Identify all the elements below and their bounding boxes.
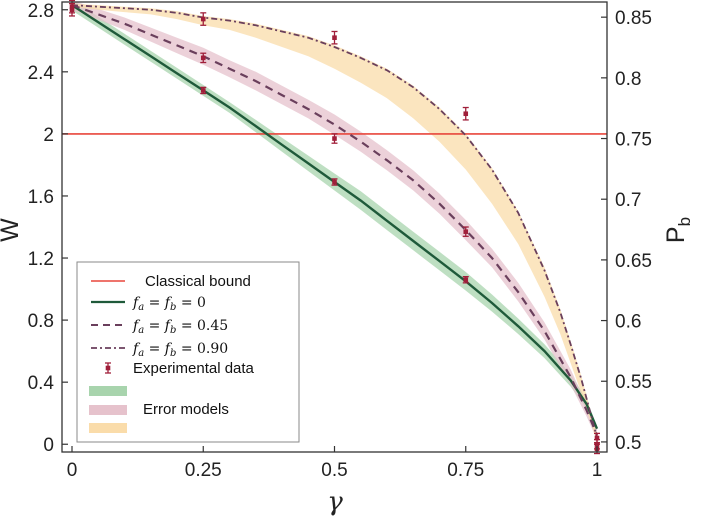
y-left-tick-label-7: 2.8 [28, 1, 54, 22]
x-tick-label-4: 1 [592, 460, 603, 481]
legend-label-classical-bound: Classical bound [145, 273, 251, 290]
y-axis-label-right: Pb [662, 217, 694, 243]
error-band-0 [72, 0, 597, 432]
legend-swatch-error-model-orange [89, 423, 127, 433]
x-tick-label-2: 0.5 [321, 460, 347, 481]
legend-swatch-error-model-pink [89, 405, 127, 415]
data-point-4 [200, 88, 206, 93]
y-left-tick-label-5: 2 [43, 125, 54, 146]
y-axis-label-right-main: P [662, 226, 690, 243]
y-right-tick-label-0: 0.5 [615, 433, 641, 454]
data-point-1 [69, 7, 75, 13]
y-axis-label-right-sub: b [675, 217, 694, 226]
x-tick-label-0: 0 [67, 460, 78, 481]
data-point-9 [463, 229, 469, 234]
x-axis-label: γ [327, 487, 343, 517]
y-right-tick-label-6: 0.8 [615, 69, 641, 90]
x-tick-label-1: 0.25 [185, 460, 222, 481]
y-right-tick-label-5: 0.75 [615, 130, 652, 151]
series-line-2 [71, 4, 598, 439]
y-left-tick-label-4: 1.6 [28, 187, 54, 208]
legend-label-fa-fb-0: fa = fb = 0 [132, 295, 206, 313]
data-point-5 [332, 35, 337, 40]
legend-label-fa-fb-045: fa = fb = 0.45 [132, 318, 228, 336]
series-line-1 [71, 4, 599, 436]
data-point-8 [463, 111, 469, 117]
axis-ticks: 0 0.25 0.5 0.75 1 0 0.4 0.8 1.2 1.6 2 2.4 2.8 0.5 0.55… [28, 1, 652, 481]
y-right-tick-label-4: 0.7 [615, 190, 641, 211]
data-point-11 [594, 435, 600, 441]
y-right-tick-label-1: 0.55 [615, 372, 652, 393]
y-left-tick-label-2: 0.8 [28, 311, 54, 332]
legend-swatch-experimental-data [105, 362, 111, 374]
y-left-tick-label-1: 0.4 [28, 373, 55, 394]
legend-label-experimental-data: Experimental data [133, 360, 255, 377]
error-model-bands [72, 0, 597, 443]
model-curves [71, 4, 599, 439]
x-tick-label-3: 0.75 [447, 460, 484, 481]
legend-swatch-error-model-green [89, 386, 127, 396]
series-line-0 [71, 4, 599, 430]
data-point-10 [463, 277, 469, 283]
y-right-tick-label-2: 0.6 [615, 312, 641, 333]
y-right-tick-label-3: 0.65 [615, 251, 652, 272]
legend-label-fa-fb-090: fa = fb = 0.90 [132, 341, 228, 359]
y-axis-label-left: W [0, 218, 24, 242]
y-right-tick-label-7: 0.85 [615, 8, 652, 29]
data-point-3 [200, 55, 206, 61]
y-left-tick-label-6: 2.4 [28, 63, 55, 84]
legend: Classical bound fa = fb = 0 fa = fb = 0.… [76, 261, 300, 443]
legend-label-error-models: Error models [143, 401, 229, 418]
legend-marker-point [105, 365, 111, 371]
data-point-6 [332, 136, 337, 141]
data-point-2 [200, 16, 206, 22]
data-point-7 [332, 179, 337, 185]
y-left-tick-label-0: 0 [43, 435, 54, 456]
y-left-tick-label-3: 1.2 [28, 249, 54, 270]
